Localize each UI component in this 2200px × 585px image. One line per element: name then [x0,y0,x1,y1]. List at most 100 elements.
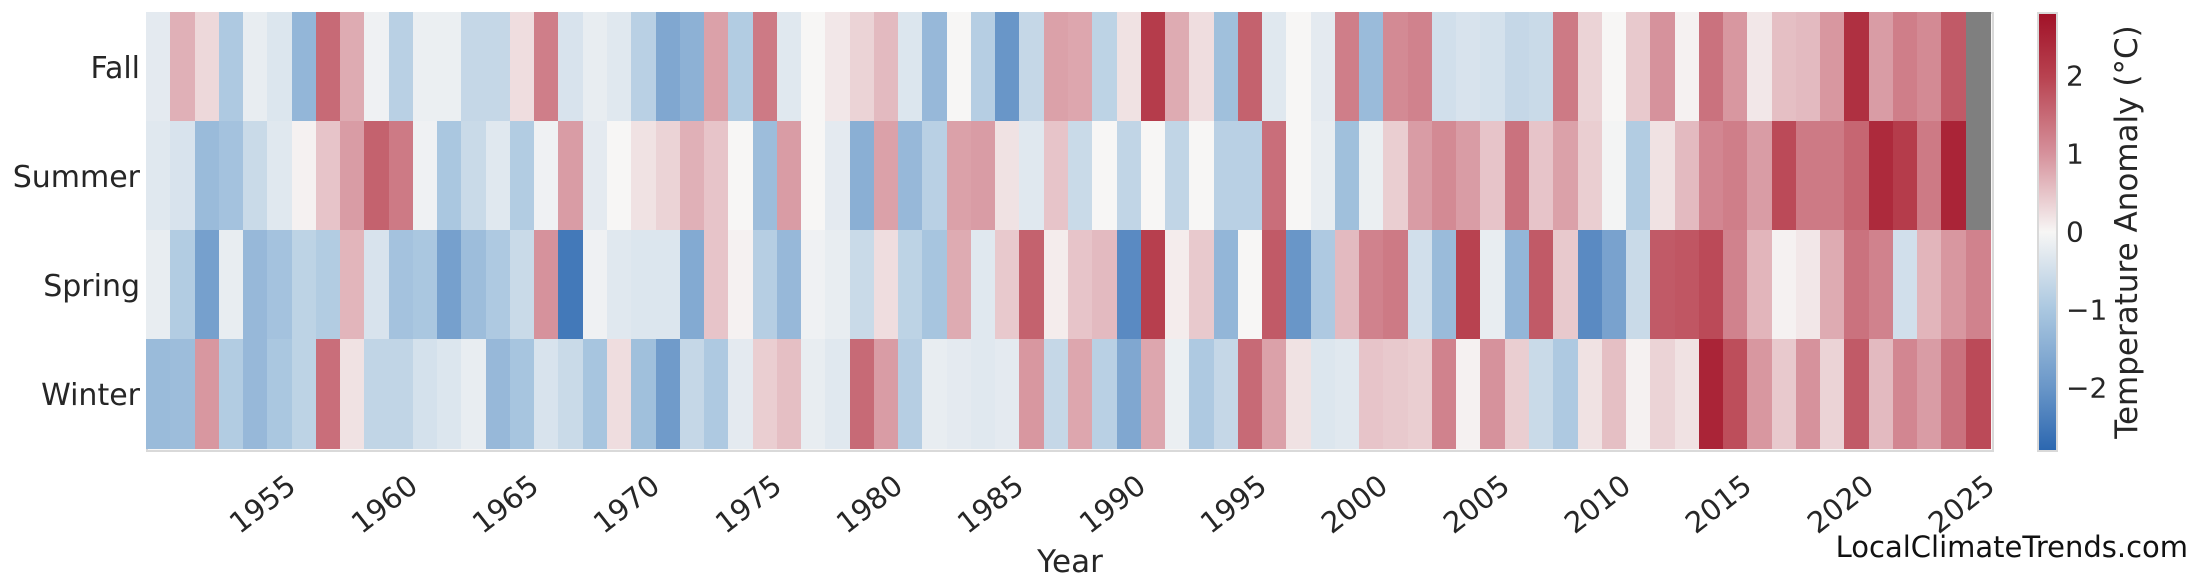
heatmap-cell [1456,230,1482,340]
heatmap-cell [1529,230,1554,340]
heatmap-cell [1262,339,1287,449]
heatmap-cell [1577,12,1603,122]
heatmap-cell [267,230,293,340]
heatmap-cell [1965,12,1991,122]
heatmap-cell [1650,121,1676,231]
heatmap-cell [509,339,535,449]
heatmap-cell [679,121,705,231]
heatmap-cell [1698,12,1724,122]
heatmap-cell [1043,12,1069,122]
heatmap-cell [1019,339,1045,449]
heatmap-cell [1019,12,1045,122]
heatmap-cell [1795,12,1821,122]
heatmap-cell [1723,339,1748,449]
heatmap-cell [1189,12,1215,122]
heatmap-cell [1504,12,1530,122]
heatmap-cell [873,121,899,231]
heatmap-cell [1553,339,1579,449]
heatmap-cell [1892,339,1918,449]
heatmap-cell [1189,121,1215,231]
heatmap-cell [655,121,681,231]
heatmap-cell [1359,230,1385,340]
heatmap-cell [752,12,778,122]
heatmap-cell [728,12,754,122]
heatmap-cell [461,12,487,122]
heatmap-cell [1043,339,1069,449]
x-axis-title: Year [1037,544,1103,580]
heatmap-cell [243,230,268,340]
heatmap-cell [1771,339,1797,449]
heatmap-cell [315,339,341,449]
colorbar-tick-label: 0 [2066,215,2084,249]
heatmap-cell [461,339,487,449]
heatmap-cell [1165,339,1190,449]
heatmap-cell [1286,121,1312,231]
heatmap-cell [412,12,438,122]
heatmap-cell [1431,339,1457,449]
heatmap-cell [1917,339,1943,449]
heatmap-cell [1965,230,1991,340]
heatmap-cell [534,339,560,449]
heatmap-cell [1941,12,1967,122]
heatmap-cell [1626,339,1651,449]
heatmap-cell [1723,230,1748,340]
heatmap-cell [922,12,948,122]
heatmap-cell [995,12,1021,122]
heatmap-cell [946,339,972,449]
heatmap-cell [534,12,560,122]
heatmap-cell [1601,230,1627,340]
heatmap-cell [291,12,317,122]
heatmap-cell [218,12,244,122]
heatmap-cell [1383,339,1409,449]
heatmap-cell [825,339,851,449]
heatmap-cell [558,121,584,231]
heatmap-cell [1723,12,1748,122]
colorbar-tick-label: 1 [2066,137,2084,171]
colorbar-tick-label: 2 [2066,59,2084,93]
heatmap-cell [146,12,171,122]
heatmap-cell [1601,339,1627,449]
heatmap-cell [461,121,487,231]
heatmap-cell [1747,121,1773,231]
heatmap-cell [1698,339,1724,449]
heatmap-cell [607,230,632,340]
heatmap-cell [243,121,268,231]
heatmap-cell [825,121,851,231]
heatmap-cell [1941,339,1967,449]
heatmap-cell [1771,12,1797,122]
heatmap-cell [1892,12,1918,122]
heatmap-cell [1917,121,1943,231]
heatmap-cell [194,230,220,340]
heatmap-cell [364,230,390,340]
heatmap-cell [1431,121,1457,231]
heatmap-cell [1674,230,1700,340]
heatmap-cell [582,121,608,231]
heatmap-cell [1334,121,1360,231]
heatmap-cell [146,339,171,449]
heatmap-cell [1165,121,1190,231]
heatmap-cell [655,12,681,122]
heatmap-cell [1213,230,1239,340]
heatmap-cell [728,339,754,449]
heatmap-cell [631,121,657,231]
heatmap-cell [1529,339,1554,449]
heatmap-cell [1286,12,1312,122]
heatmap-cell [970,12,996,122]
heatmap-cell [1262,121,1287,231]
heatmap-cell [1529,12,1554,122]
heatmap-cell [1407,12,1433,122]
heatmap-cell [582,12,608,122]
heatmap-cell [1601,12,1627,122]
heatmap-cell [1965,121,1991,231]
heatmap-cell [1965,339,1991,449]
heatmap-cell [170,12,196,122]
row-label: Summer [12,159,140,195]
heatmap-cell [752,121,778,231]
heatmap-cell [1165,12,1190,122]
heatmap-cell [340,121,365,231]
heatmap-cell [1820,12,1846,122]
heatmap-cell [1868,121,1894,231]
heatmap-cell [1723,121,1748,231]
heatmap-cell [1237,12,1263,122]
heatmap-cell [388,230,414,340]
